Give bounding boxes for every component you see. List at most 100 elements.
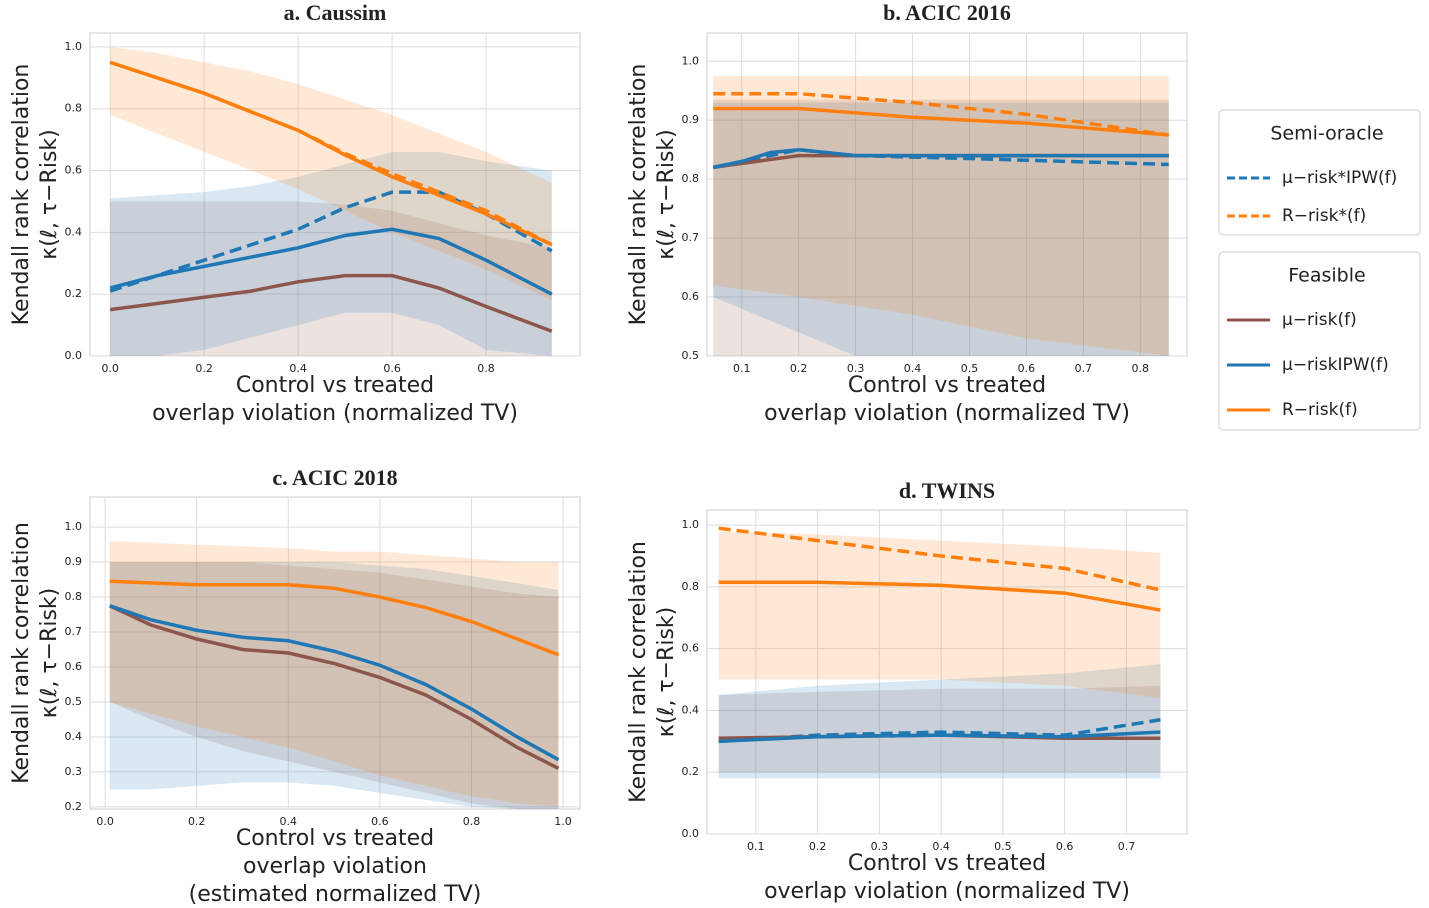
marks: [108, 541, 560, 809]
y-tick-label: 0.5: [682, 349, 700, 362]
legend-title: Semi-oracle: [1270, 123, 1383, 145]
x-axis-label: overlap violation (normalized TV): [764, 401, 1130, 426]
plot-area: [706, 509, 1188, 835]
y-tick-label: 0.0: [682, 827, 700, 840]
legend-label: R−risk*(f): [1282, 206, 1366, 226]
x-tick-label: 1.0: [554, 815, 572, 828]
x-axis-label: overlap violation (normalized TV): [152, 401, 518, 426]
y-axis-label: κ(ℓ, τ−Risk): [654, 607, 679, 738]
x-tick-label: 0.2: [188, 815, 206, 828]
x-tick-label: 0.4: [289, 362, 307, 375]
confidence-band: [110, 152, 552, 356]
y-axis-label: κ(ℓ, τ−Risk): [654, 129, 679, 260]
chart-title: d. TWINS: [899, 478, 995, 503]
y-tick-label: 0.4: [65, 730, 83, 743]
y-tick-label: 1.0: [682, 54, 700, 67]
x-tick-label: 0.2: [809, 840, 827, 853]
x-tick-label: 0.6: [371, 815, 389, 828]
legend-label: μ−risk*IPW(f): [1282, 168, 1397, 188]
legend: Feasible μ−risk(f) μ−riskIPW(f) R−risk(f): [1218, 251, 1421, 431]
legend-label: R−risk(f): [1282, 400, 1358, 420]
y-tick-label: 0.8: [65, 590, 83, 603]
confidence-band: [109, 562, 559, 809]
y-tick-label: 0.7: [682, 231, 700, 244]
y-axis-label: Kendall rank correlation: [9, 522, 34, 784]
x-axis-label: overlap violation: [243, 854, 427, 879]
marks: [712, 76, 1170, 356]
y-tick-label: 0.9: [65, 555, 83, 568]
series-line: [718, 730, 1161, 744]
y-tick-label: 0.6: [65, 164, 83, 177]
x-tick-label: 0.2: [195, 362, 213, 375]
y-tick-label: 0.2: [65, 287, 83, 300]
confidence-band: [110, 46, 552, 301]
y-tick-label: 0.0: [65, 349, 83, 362]
y-tick-label: 0.2: [682, 765, 700, 778]
y-tick-label: 0.5: [65, 695, 83, 708]
panel: 0.2 0.3 0.4 0.5 0.6 0.7 0.8 0.9 1.0 0.0 0.2 0.4 0.6 0…: [9, 465, 581, 907]
x-axis-label: overlap violation (normalized TV): [764, 879, 1130, 904]
x-tick-label: 0.3: [847, 362, 865, 375]
x-tick-label: 0.8: [477, 362, 495, 375]
y-tick-label: 0.2: [65, 800, 83, 813]
x-tick-label: 0.0: [101, 362, 119, 375]
y-tick-label: 0.9: [682, 113, 700, 126]
series-line: [718, 717, 1161, 744]
x-tick-label: 0.4: [932, 840, 950, 853]
panel: 0.0 0.2 0.4 0.6 0.8 1.0 0.1 0.2 0.3 0.4 0.5 0.6 0.7 d…: [626, 478, 1188, 904]
legend-title: Feasible: [1288, 265, 1365, 287]
y-tick-label: 1.0: [682, 518, 700, 531]
chart-title: a. Caussim: [284, 0, 387, 25]
y-tick-label: 0.4: [65, 225, 83, 238]
y-axis-label: Kendall rank correlation: [626, 541, 651, 803]
x-tick-label: 0.0: [96, 815, 114, 828]
legend: Semi-oracle μ−risk*IPW(f) R−risk*(f): [1218, 109, 1421, 236]
x-tick-label: 0.4: [904, 362, 922, 375]
confidence-band: [718, 685, 1161, 773]
x-tick-label: 0.6: [383, 362, 401, 375]
x-tick-label: 0.7: [1075, 362, 1093, 375]
y-tick-label: 1.0: [65, 520, 83, 533]
y-tick-label: 0.6: [65, 660, 83, 673]
x-axis-label: (estimated normalized TV): [189, 882, 482, 907]
series-line: [109, 60, 553, 247]
confidence-band: [109, 562, 559, 809]
y-axis-label: Kendall rank correlation: [626, 64, 651, 326]
x-axis-label: Control vs treated: [848, 373, 1046, 398]
x-tick-label: 0.5: [994, 840, 1012, 853]
chart-title: c. ACIC 2018: [272, 465, 397, 490]
x-tick-label: 0.8: [463, 815, 481, 828]
marks: [718, 526, 1161, 779]
y-tick-label: 0.7: [65, 625, 83, 638]
confidence-band: [109, 541, 559, 807]
series-line: [109, 579, 560, 657]
x-axis-label: Control vs treated: [236, 826, 434, 851]
series-line: [712, 147, 1169, 170]
confidence-band: [713, 76, 1169, 356]
series-line: [109, 604, 560, 762]
y-tick-label: 0.8: [682, 172, 700, 185]
x-tick-label: 0.6: [1018, 362, 1036, 375]
chart-title: b. ACIC 2016: [883, 0, 1011, 25]
x-tick-label: 0.2: [790, 362, 808, 375]
plot-area: [706, 32, 1188, 357]
marks: [109, 46, 553, 356]
y-tick-label: 0.8: [682, 580, 700, 593]
confidence-band: [718, 664, 1161, 779]
panel: 0.0 0.2 0.4 0.6 0.8 1.0 0.0 0.2 0.4 0.6 0.8 a. Caus…: [9, 0, 581, 426]
legend-box: [1218, 251, 1421, 431]
x-tick-label: 0.3: [871, 840, 889, 853]
confidence-band: [718, 531, 1161, 699]
y-axis-label: κ(ℓ, τ−Risk): [37, 588, 62, 719]
series-line: [108, 604, 560, 770]
legend-label: μ−riskIPW(f): [1282, 355, 1389, 375]
y-tick-label: 0.6: [682, 290, 700, 303]
x-tick-label: 0.5: [961, 362, 979, 375]
confidence-band: [713, 99, 1169, 356]
legend-box: [1218, 109, 1421, 236]
x-tick-label: 0.7: [1118, 840, 1136, 853]
series-line: [109, 227, 553, 296]
series-line: [109, 273, 553, 333]
x-tick-label: 0.1: [747, 840, 765, 853]
